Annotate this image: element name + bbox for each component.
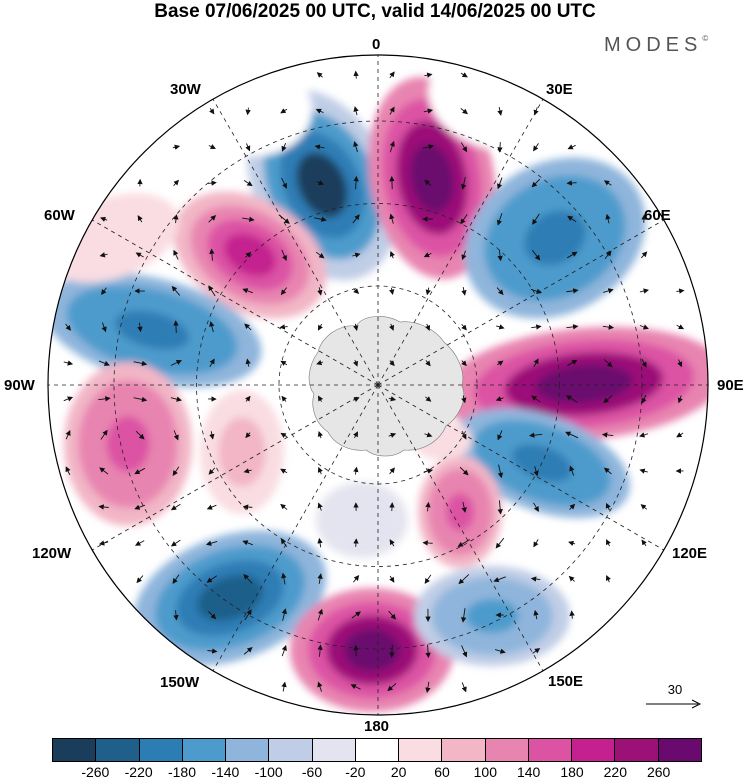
wind-vector — [392, 645, 393, 657]
colorbar-tick-label: 20 — [379, 764, 419, 780]
colorbar-bin — [572, 739, 615, 761]
colorbar-bin — [313, 739, 356, 761]
colorbar-bin — [529, 739, 572, 761]
lon-label-30w: 30W — [170, 81, 201, 99]
lon-label-60w: 60W — [44, 207, 75, 225]
colorbar-tick-label: -220 — [119, 764, 159, 780]
wind-vector — [356, 539, 357, 547]
colorbar-bin — [53, 739, 96, 761]
colorbar-tick-label: -180 — [162, 764, 202, 780]
colorbar-bin — [96, 739, 139, 761]
lon-label-150e: 150E — [548, 673, 583, 691]
lon-label-90w: 90W — [4, 377, 35, 395]
colorbar-bin — [615, 739, 658, 761]
colorbar-tick-label: 220 — [595, 764, 635, 780]
lon-label-120e: 120E — [672, 545, 707, 563]
wind-vector — [176, 321, 177, 333]
colorbar-tick-label: 100 — [465, 764, 505, 780]
lon-label-0: 0 — [372, 36, 380, 54]
reference-arrow-icon — [640, 697, 710, 711]
colorbar-tick-label: -260 — [75, 764, 115, 780]
colorbar-tick-label: -60 — [292, 764, 332, 780]
lon-label-60e: 60E — [644, 207, 671, 225]
colorbar-bin — [486, 739, 529, 761]
reference-vector: 30 — [640, 682, 710, 716]
anomaly-region — [418, 456, 502, 568]
wind-vector — [356, 646, 357, 657]
wind-vector — [423, 543, 432, 544]
lon-label-30e: 30E — [546, 81, 573, 99]
colorbar-bin — [226, 739, 269, 761]
lon-label-120w: 120W — [32, 545, 71, 563]
reference-vector-value: 30 — [640, 682, 710, 697]
colorbar-tick-label: -140 — [205, 764, 245, 780]
colorbar-tick-label: 60 — [422, 764, 462, 780]
anomaly-region — [200, 390, 284, 514]
anomaly-field — [31, 34, 731, 715]
lon-label-150w: 150W — [160, 674, 199, 692]
anomaly-region — [316, 482, 408, 558]
colorbar-bin — [183, 739, 226, 761]
colorbar-bin — [356, 739, 399, 761]
colorbar-tick-label: 180 — [552, 764, 592, 780]
colorbar-bin — [442, 739, 485, 761]
antarctica-land — [309, 316, 464, 456]
colorbar-bin — [659, 739, 701, 761]
colorbar-bin — [140, 739, 183, 761]
anomaly-region — [64, 362, 192, 526]
colorbar-bin — [269, 739, 312, 761]
lon-label-90e: 90E — [717, 377, 744, 395]
colorbar-bin — [399, 739, 442, 761]
anomaly-region — [414, 566, 570, 666]
colorbar-tick-label: 260 — [639, 764, 679, 780]
colorbar-tick-label: -20 — [335, 764, 375, 780]
colorbar-tick-label: -100 — [249, 764, 289, 780]
lon-label-180: 180 — [364, 718, 389, 736]
colorbar — [52, 738, 702, 762]
wind-vector — [356, 71, 357, 78]
colorbar-tick-label: 140 — [509, 764, 549, 780]
antarctica-shape — [309, 316, 464, 456]
